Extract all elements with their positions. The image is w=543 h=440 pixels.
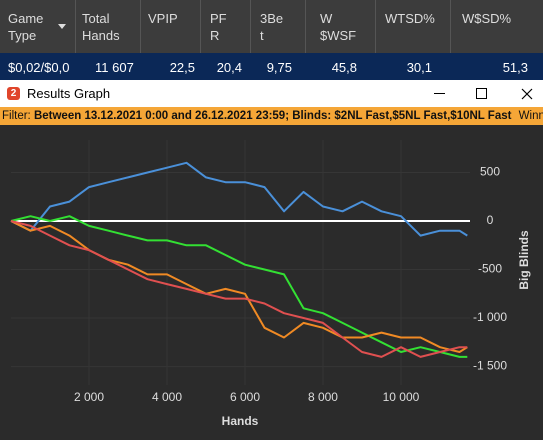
series-line <box>10 215 468 358</box>
filter-bar: Filter: Between 13.12.2021 0:00 and 26.1… <box>0 107 543 125</box>
filter-text: Between 13.12.2021 0:00 and 26.12.2021 2… <box>33 110 512 122</box>
column-divider <box>305 0 306 53</box>
header-text: Type <box>8 28 37 43</box>
header-text: $WSF <box>320 28 357 43</box>
x-axis-label: Hands <box>222 414 259 428</box>
y-tick-label: -500 <box>478 262 502 276</box>
header-text: PF <box>210 11 227 26</box>
sort-arrow <box>58 24 66 29</box>
series-line <box>10 220 468 358</box>
y-tick-label: -1 500 <box>473 359 507 373</box>
header-text: R <box>210 28 220 43</box>
y-tick-label: 500 <box>480 165 500 179</box>
header-text: 3Be <box>260 11 284 26</box>
cell: 30,1 <box>406 60 432 75</box>
header-cell[interactable]: VPIP <box>148 10 178 27</box>
x-tick-label: 10 000 <box>383 390 420 404</box>
y-tick-label: -1 000 <box>473 310 507 324</box>
y-axis-label: Big Blinds <box>517 230 531 290</box>
header-cell[interactable]: 3Be t <box>260 10 283 44</box>
header-text: Total <box>82 11 110 26</box>
header-text: t <box>260 28 264 43</box>
y-tick-label: 0 <box>487 213 494 227</box>
header-cell[interactable]: Total Hands <box>82 10 120 44</box>
header-cell[interactable]: PF R <box>210 10 227 44</box>
column-divider <box>450 0 451 53</box>
x-tick-label: 6 000 <box>230 390 260 404</box>
table-header: Game Type Total Hands VPIP PF R 3Be t W $WSF WTSD% W… <box>0 0 543 53</box>
cell: 9,75 <box>266 60 292 75</box>
x-tick-label: 4 000 <box>152 390 182 404</box>
header-text: W$SD% <box>462 11 512 26</box>
header-cell[interactable]: W$SD% <box>462 10 511 27</box>
table-row[interactable]: $0,02/$0,0 11 607 22,5 20,4 9,75 45,8 30,1 51,3 <box>0 53 543 80</box>
column-divider <box>375 0 376 53</box>
header-text: Game <box>8 11 44 26</box>
window-titlebar: 2 Results Graph <box>0 80 543 107</box>
cell: 51,3 <box>502 60 528 75</box>
column-divider <box>250 0 251 53</box>
window-title: Results Graph <box>27 86 111 101</box>
cell: 45,8 <box>331 60 357 75</box>
close-button[interactable] <box>521 88 533 100</box>
series-line <box>10 220 468 353</box>
x-tick-label: 2 000 <box>74 390 104 404</box>
cell: 11 607 <box>95 60 134 75</box>
header-cell[interactable]: Game Type <box>8 10 43 44</box>
app-icon: 2 <box>7 87 20 100</box>
winnings: Winnings: -135 <box>518 110 543 122</box>
chart: Hands Big Blinds 500 0 -500 -1 000 -1 500 2 0… <box>10 140 531 428</box>
maximize-button[interactable] <box>476 88 487 99</box>
cell: $0,02/$0,0 <box>8 60 70 75</box>
column-divider <box>200 0 201 53</box>
header-text: W <box>320 11 333 26</box>
cell: 20,4 <box>216 60 242 75</box>
header-text: VPIP <box>148 11 178 26</box>
header-text: WTSD% <box>385 11 435 26</box>
series-line <box>10 161 468 237</box>
column-divider <box>140 0 141 53</box>
header-text: Hands <box>82 28 120 43</box>
header-cell[interactable]: W $WSF <box>320 10 356 44</box>
cell: 22,5 <box>169 60 195 75</box>
minimize-button[interactable] <box>434 93 445 94</box>
x-tick-label: 8 000 <box>308 390 338 404</box>
filter-label: Filter: <box>2 110 31 122</box>
header-cell[interactable]: WTSD% <box>385 10 435 27</box>
column-divider <box>75 0 76 53</box>
